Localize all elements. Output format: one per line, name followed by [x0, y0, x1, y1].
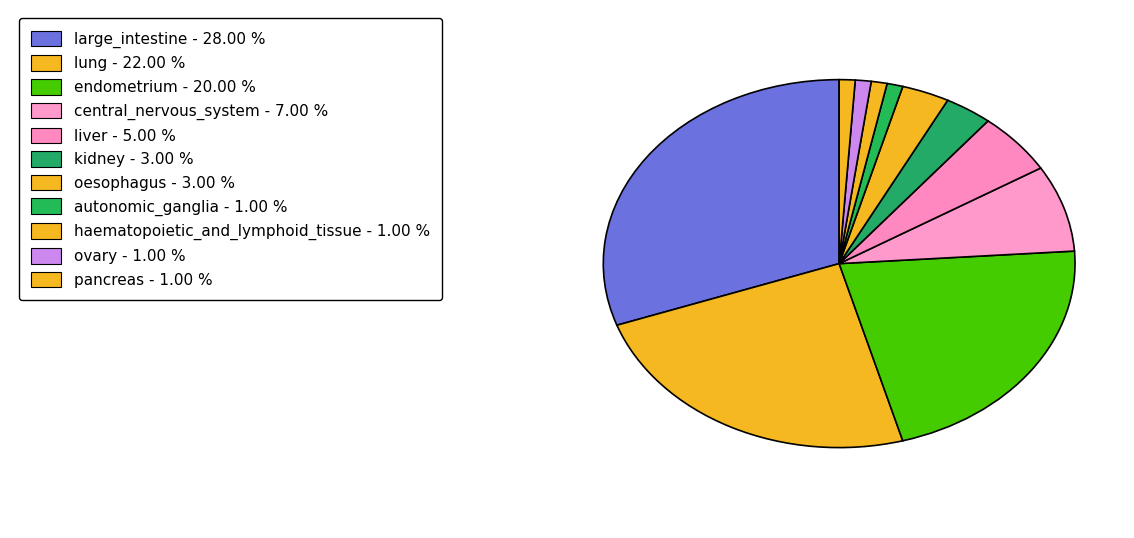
Wedge shape	[617, 264, 903, 448]
Wedge shape	[839, 121, 1041, 264]
Wedge shape	[839, 100, 988, 264]
Legend: large_intestine - 28.00 %, lung - 22.00 %, endometrium - 20.00 %, central_nervou: large_intestine - 28.00 %, lung - 22.00 …	[18, 18, 442, 300]
Wedge shape	[839, 81, 887, 264]
Wedge shape	[839, 83, 903, 264]
Wedge shape	[839, 80, 855, 264]
Wedge shape	[839, 168, 1075, 264]
Wedge shape	[839, 87, 948, 264]
Wedge shape	[603, 80, 839, 325]
Wedge shape	[839, 80, 871, 264]
Wedge shape	[839, 251, 1075, 441]
